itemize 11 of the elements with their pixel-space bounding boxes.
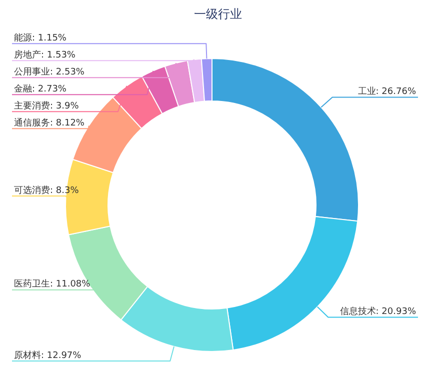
slice-label: 金融: 2.73%	[14, 83, 67, 94]
slice-label: 主要消费: 3.9%	[14, 100, 80, 112]
slice-label: 房地产: 1.53%	[14, 49, 76, 60]
slice-label: 通信服务: 8.12%	[14, 117, 85, 128]
chart-title: 一级行业	[193, 6, 243, 23]
slice-label: 信息技术: 20.93%	[340, 306, 416, 318]
slice-label: 医药卫生: 11.08%	[14, 278, 91, 290]
slice-label: 原材料: 12.97%	[14, 350, 82, 361]
slice-label: 工业: 26.76%	[358, 86, 416, 98]
slice-label: 能源: 1.15%	[14, 32, 67, 44]
slice-label: 公用事业: 2.53%	[14, 66, 85, 78]
